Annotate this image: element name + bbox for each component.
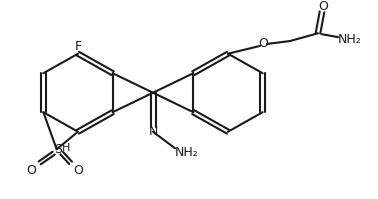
Text: O: O (27, 164, 37, 177)
Text: N: N (148, 125, 158, 138)
Text: NH₂: NH₂ (175, 146, 199, 159)
Text: O: O (74, 164, 84, 177)
Text: F: F (74, 40, 82, 53)
Text: H: H (62, 143, 70, 153)
Text: NH₂: NH₂ (338, 33, 362, 46)
Text: O: O (258, 37, 268, 51)
Text: O: O (318, 0, 328, 13)
Text: S: S (54, 143, 62, 156)
